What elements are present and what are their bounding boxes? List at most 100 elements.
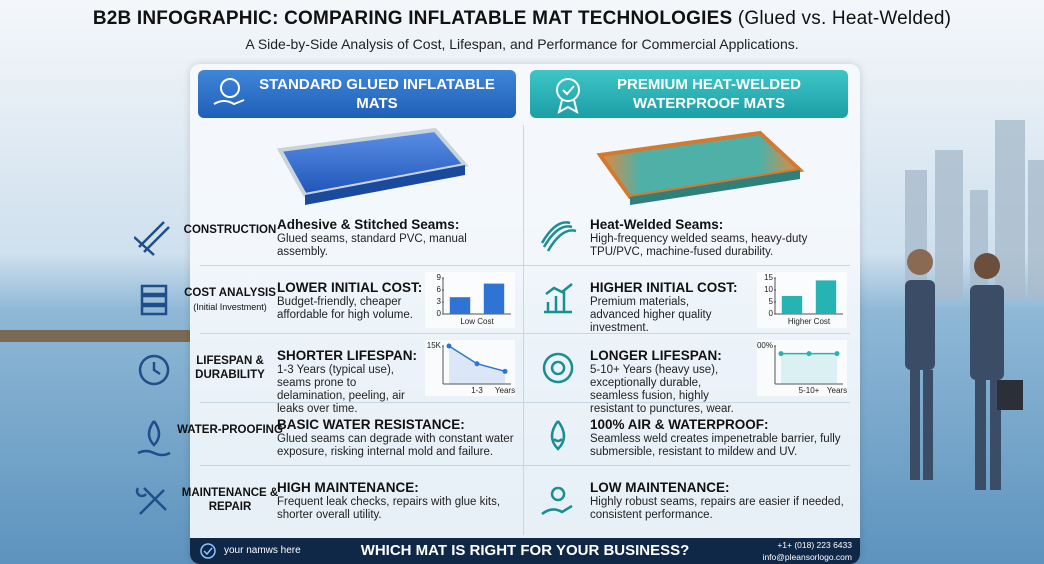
cell: Adhesive & Stitched Seams: Glued seams, s… <box>277 217 517 259</box>
y-tick-label: 15K <box>427 341 442 350</box>
area <box>781 353 837 384</box>
row-separator <box>200 402 850 403</box>
cell-heading: LOWER INITIAL COST: <box>277 280 423 295</box>
welded-mat-illustration <box>596 130 805 205</box>
row-label: LIFESPAN & DURABILITY <box>175 354 285 382</box>
cell-heading: SHORTER LIFESPAN: <box>277 348 418 363</box>
cell-text: Frequent leak checks, repairs with glue … <box>277 496 501 521</box>
point <box>834 351 840 357</box>
row-separator <box>200 333 850 334</box>
mini-chart: 15K 1-3 Years <box>425 340 515 396</box>
icon-shape <box>140 284 168 316</box>
bar <box>815 280 837 314</box>
column-header-right: PREMIUM HEAT-WELDED WATERPROOF MATS <box>530 70 848 118</box>
row-label-text: LIFESPAN & DURABILITY <box>195 355 265 381</box>
cell: Heat-Welded Seams: High-frequency welded … <box>590 217 845 259</box>
cell: 100% AIR & WATERPROOF: Seamless weld crea… <box>590 417 845 459</box>
icon-shape <box>541 486 573 516</box>
row-icon <box>544 283 573 314</box>
row-icon <box>542 352 574 384</box>
mini-chart: 100% 5-10+ Years <box>757 340 847 396</box>
cell-heading: BASIC WATER RESISTANCE: <box>277 417 465 432</box>
cell-heading: LONGER LIFESPAN: <box>590 348 722 363</box>
footer: your namws here WHICH MAT IS RIGHT FOR Y… <box>190 538 860 564</box>
row-label-text: COST ANALYSIS <box>184 287 276 299</box>
point <box>446 343 452 349</box>
cell-text: Highly robust seams, repairs are easier … <box>590 496 844 521</box>
x-label: Years <box>827 386 847 395</box>
bar <box>483 283 505 314</box>
footer-icon <box>200 543 216 559</box>
row-icon <box>140 284 168 316</box>
cell: LOWER INITIAL COST: Budget-friendly, chea… <box>277 280 427 322</box>
row-separator <box>200 465 850 466</box>
column-header-left: STANDARD GLUED INFLATABLE MATS <box>198 70 516 118</box>
row-label-note: (Initial Investment) <box>193 302 267 312</box>
title: B2B INFOGRAPHIC: COMPARING INFLATABLE MA… <box>0 8 1044 30</box>
cell-text: Glued seams can degrade with constant wa… <box>277 433 514 458</box>
cell: HIGHER INITIAL COST: Premium materials, a… <box>590 280 740 335</box>
icon-shape <box>542 352 574 384</box>
y-tick-label: 15 <box>764 273 773 282</box>
cell-heading: Heat-Welded Seams: <box>590 217 724 232</box>
header-icons-left <box>213 78 245 106</box>
row-icon <box>541 486 573 516</box>
cell: BASIC WATER RESISTANCE: Glued seams can d… <box>277 417 517 459</box>
y-tick-label: 6 <box>437 285 442 294</box>
cell-heading: 100% AIR & WATERPROOF: <box>590 417 769 432</box>
cell-heading: HIGH MAINTENANCE: <box>277 480 419 495</box>
point <box>806 351 812 357</box>
cell-text: Seamless weld creates impenetrable barri… <box>590 433 841 458</box>
cell: LONGER LIFESPAN: 5-10+ Years (heavy use),… <box>590 348 740 416</box>
cell-text: 1-3 Years (typical use), seams prone to … <box>277 364 405 415</box>
cell-text: High-frequency welded seams, heavy-duty … <box>590 233 808 258</box>
cell: LOW MAINTENANCE: Highly robust seams, rep… <box>590 480 845 522</box>
header-icons-right <box>556 78 580 114</box>
chart-caption: Higher Cost <box>788 317 831 326</box>
footer-question: WHICH MAT IS RIGHT FOR YOUR BUSINESS? <box>360 542 690 559</box>
cell-text: 5-10+ Years (heavy use), exceptionally d… <box>590 364 734 415</box>
icon-shape <box>540 221 577 252</box>
icon-shape <box>137 420 171 457</box>
row-icon <box>135 487 167 515</box>
row-label-text: CONSTRUCTION <box>183 224 277 236</box>
bar <box>449 297 471 314</box>
title-main: B2B INFOGRAPHIC: COMPARING INFLATABLE MA… <box>92 8 733 29</box>
row-icon <box>134 221 170 256</box>
row-icon <box>540 221 577 252</box>
cell-text: Glued seams, standard PVC, manual assemb… <box>277 233 467 258</box>
row-icon <box>137 420 171 457</box>
footer-phone: +1+ (018) 223 6433 <box>777 540 852 550</box>
y-tick-label: 0 <box>769 309 774 318</box>
glued-mat-illustration <box>276 127 469 205</box>
column-divider <box>523 125 524 535</box>
icon-shape <box>544 283 573 314</box>
subtitle: A Side-by-Side Analysis of Cost, Lifespa… <box>245 36 799 52</box>
y-tick-label: 10 <box>764 285 773 294</box>
cell: SHORTER LIFESPAN: 1-3 Years (typical use)… <box>277 348 427 416</box>
row-label: WATER-PROOFING <box>175 423 285 437</box>
footer-brand: your namws here <box>224 545 301 556</box>
row-label-text: WATER-PROOFING <box>177 424 283 436</box>
cell: HIGH MAINTENANCE: Frequent leak checks, r… <box>277 480 517 522</box>
row-icon <box>138 354 170 386</box>
chart-caption: Low Cost <box>460 317 494 326</box>
y-tick-label: 0 <box>437 309 442 318</box>
row-separator <box>200 265 850 266</box>
cell-heading: Adhesive & Stitched Seams: <box>277 217 460 232</box>
row-label: MAINTENANCE & REPAIR <box>175 486 285 514</box>
point <box>474 361 480 367</box>
mini-chart: 0 5 10 15 Higher Cost <box>757 272 847 328</box>
icon-shape <box>550 420 566 451</box>
cell-heading: LOW MAINTENANCE: <box>590 480 730 495</box>
icon-shape <box>134 221 170 256</box>
cell-text: Budget-friendly, cheaper affordable for … <box>277 296 413 321</box>
row-label-text: MAINTENANCE & REPAIR <box>181 487 279 513</box>
footer-email: info@pleansorlogo.com <box>762 552 852 562</box>
icon-shape <box>138 354 170 386</box>
row-label: CONSTRUCTION <box>175 223 285 237</box>
cell-text: Premium materials, advanced higher quali… <box>590 296 712 334</box>
point <box>502 368 508 374</box>
title-suffix: (Glued vs. Heat-Welded) <box>737 8 952 29</box>
